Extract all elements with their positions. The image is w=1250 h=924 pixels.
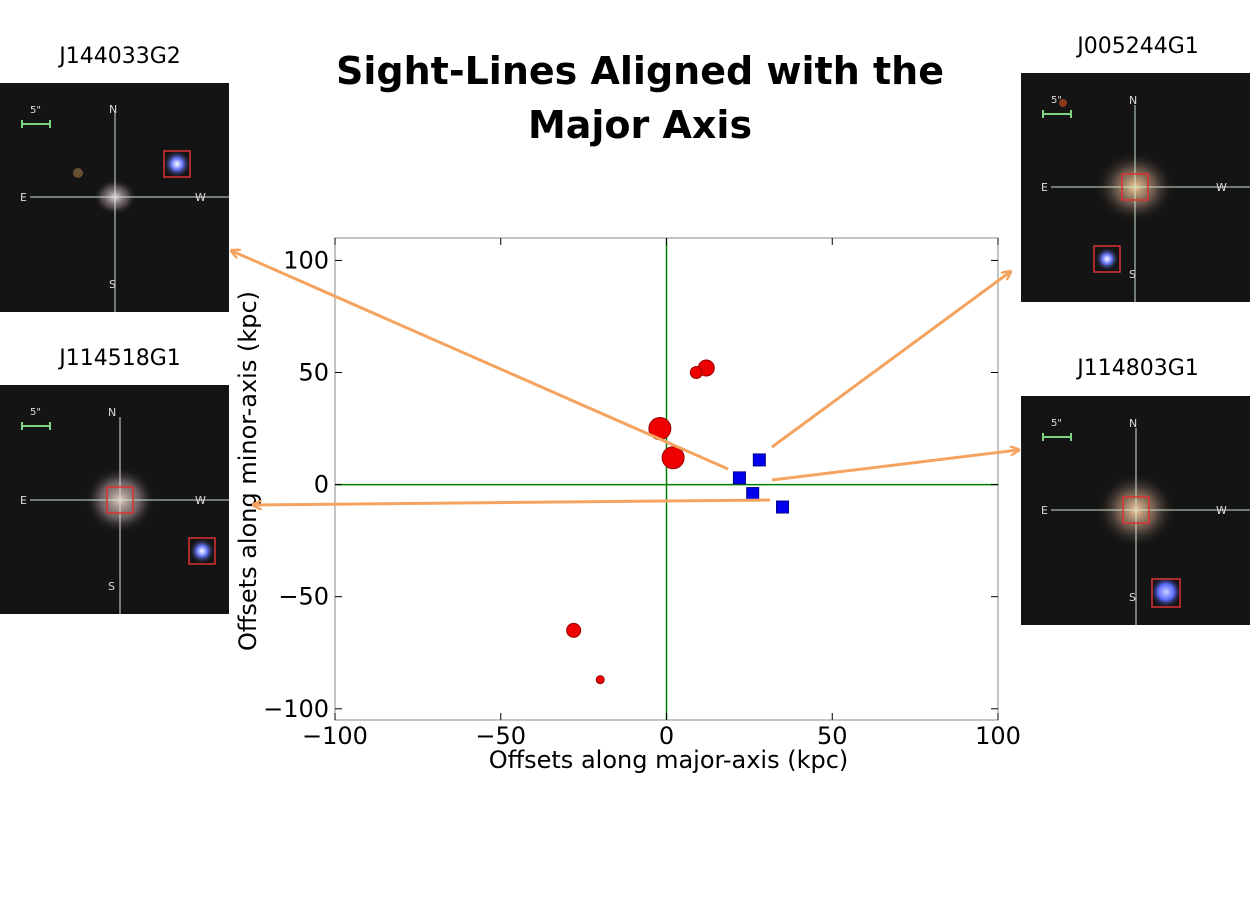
title-line-2: Major Axis bbox=[527, 103, 753, 147]
data-point-square bbox=[752, 453, 766, 467]
north-label: N bbox=[109, 103, 117, 116]
data-point-circle bbox=[689, 366, 703, 380]
data-point-square bbox=[746, 487, 760, 501]
thumb-label-j005244g1: J005244G1 bbox=[1077, 34, 1199, 59]
y-tick-label: −50 bbox=[278, 583, 329, 611]
north-label: N bbox=[108, 406, 116, 419]
galaxy-cutout-3: 5" N S E W bbox=[1041, 94, 1250, 302]
east-label: E bbox=[1041, 504, 1048, 517]
thumbnail-j114803g1: 5" N S E W bbox=[1021, 396, 1250, 625]
east-label: E bbox=[20, 494, 27, 507]
thumb-label-j144033g2: J144033G2 bbox=[59, 44, 181, 69]
scale-label: 5" bbox=[1051, 95, 1062, 106]
data-point-circle bbox=[566, 622, 582, 638]
y-tick-label: −100 bbox=[263, 695, 329, 723]
x-tick-label: 0 bbox=[659, 722, 674, 750]
east-label: E bbox=[20, 191, 27, 204]
west-label: W bbox=[1216, 181, 1227, 194]
data-point-square bbox=[732, 471, 746, 485]
x-tick-label: −100 bbox=[302, 722, 368, 750]
thumb-label-j114803g1: J114803G1 bbox=[1077, 356, 1199, 381]
scale-label: 5" bbox=[30, 105, 41, 116]
scale-label: 5" bbox=[30, 407, 41, 418]
data-point-circle bbox=[661, 446, 685, 470]
south-label: S bbox=[109, 278, 116, 291]
west-label: W bbox=[195, 494, 206, 507]
scale-label: 5" bbox=[1051, 418, 1062, 429]
y-tick-label: 0 bbox=[314, 471, 329, 499]
y-tick-label: 50 bbox=[298, 359, 329, 387]
south-label: S bbox=[108, 580, 115, 593]
y-tick-label: 100 bbox=[283, 246, 329, 274]
west-label: W bbox=[1216, 504, 1227, 517]
data-point-circle bbox=[648, 417, 672, 441]
galaxy-cutout-2: 5" N S E W bbox=[20, 406, 229, 614]
data-point-square bbox=[776, 500, 790, 514]
x-tick-label: −50 bbox=[475, 722, 526, 750]
south-label: S bbox=[1129, 591, 1136, 604]
west-label: W bbox=[195, 191, 206, 204]
chart-title: Sight-Lines Aligned with the Major Axis bbox=[320, 44, 960, 152]
x-axis-label: Offsets along major-axis (kpc) bbox=[489, 746, 849, 774]
x-tick-label: 50 bbox=[817, 722, 848, 750]
x-tick-label: 100 bbox=[975, 722, 1021, 750]
galaxy-cutout-4: 5" N S E W bbox=[1041, 417, 1250, 625]
south-label: S bbox=[1129, 268, 1136, 281]
thumbnail-j144033g2: 5" N S E W bbox=[0, 83, 229, 312]
data-point-circle bbox=[595, 675, 605, 685]
thumbnail-j114518g1: 5" N S E W bbox=[0, 385, 229, 614]
thumb-label-j114518g1: J114518G1 bbox=[59, 346, 181, 371]
east-label: E bbox=[1041, 181, 1048, 194]
title-line-1: Sight-Lines Aligned with the bbox=[336, 49, 944, 93]
north-label: N bbox=[1129, 417, 1137, 430]
thumbnail-j005244g1: 5" N S E W bbox=[1021, 73, 1250, 302]
galaxy-cutout-1: 5" N S E W bbox=[20, 103, 229, 312]
north-label: N bbox=[1129, 94, 1137, 107]
y-axis-label: Offsets along minor-axis (kpc) bbox=[234, 291, 262, 651]
